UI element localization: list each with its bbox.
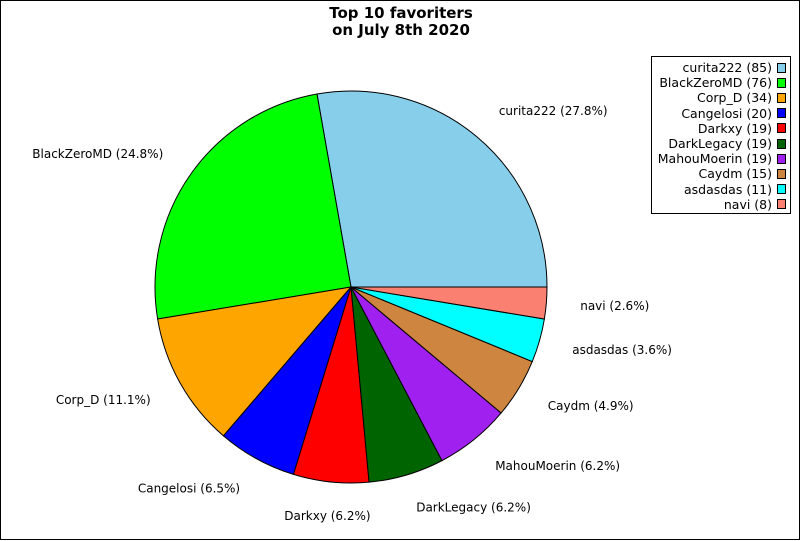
legend: curita222 (85) BlackZeroMD (76) Corp_D (34… bbox=[651, 56, 791, 214]
slice-label-darkxy: Darkxy (6.2%) bbox=[284, 509, 370, 523]
slice-label-cangelosi: Cangelosi (6.5%) bbox=[138, 482, 240, 496]
legend-label: curita222 (85) bbox=[682, 60, 772, 76]
pie-slice-curita222 bbox=[316, 90, 548, 288]
legend-item: asdasdas (11) bbox=[652, 182, 790, 197]
legend-swatch bbox=[777, 199, 786, 210]
legend-swatch bbox=[777, 123, 786, 134]
pie-slice-navi bbox=[350, 286, 548, 320]
legend-swatch bbox=[777, 108, 786, 119]
chart-subtitle: on July 8th 2020 bbox=[332, 21, 470, 39]
slice-label-corp-d: Corp_D (11.1%) bbox=[56, 393, 151, 407]
slice-label-curita222: curita222 (27.8%) bbox=[499, 104, 608, 118]
legend-swatch bbox=[777, 168, 786, 179]
legend-item: Darkxy (19) bbox=[652, 121, 790, 136]
legend-item: curita222 (85) bbox=[652, 60, 790, 75]
legend-swatch bbox=[777, 77, 786, 88]
legend-label: Corp_D (34) bbox=[697, 90, 772, 106]
legend-swatch bbox=[777, 138, 786, 149]
legend-label: MahouMoerin (19) bbox=[657, 151, 772, 167]
legend-label: navi (8) bbox=[723, 196, 772, 212]
legend-label: asdasdas (11) bbox=[683, 181, 772, 197]
slice-label-darklegacy: DarkLegacy (6.2%) bbox=[416, 501, 531, 515]
slice-label-blackzeromd: BlackZeroMD (24.8%) bbox=[32, 147, 163, 161]
legend-swatch bbox=[777, 62, 786, 73]
slice-label-navi: navi (2.6%) bbox=[580, 299, 649, 313]
legend-item: BlackZeroMD (76) bbox=[652, 75, 790, 90]
pie-slice-blackzeromd bbox=[154, 93, 352, 320]
legend-label: DarkLegacy (19) bbox=[668, 136, 772, 152]
slice-label-asdasdas: asdasdas (3.6%) bbox=[572, 343, 672, 357]
legend-item: Caydm (15) bbox=[652, 166, 790, 181]
slice-label-mahoumoerin: MahouMoerin (6.2%) bbox=[495, 459, 620, 473]
legend-label: Caydm (15) bbox=[698, 166, 772, 182]
legend-label: Darkxy (19) bbox=[697, 120, 772, 136]
legend-item: Corp_D (34) bbox=[652, 90, 790, 105]
slice-label-caydm: Caydm (4.9%) bbox=[548, 399, 634, 413]
chart-title: Top 10 favoriters bbox=[329, 4, 473, 22]
chart-title-block: Top 10 favoriters on July 8th 2020 bbox=[1, 5, 800, 39]
legend-item: DarkLegacy (19) bbox=[652, 136, 790, 151]
legend-swatch bbox=[777, 92, 786, 103]
legend-item: navi (8) bbox=[652, 197, 790, 212]
legend-item: MahouMoerin (19) bbox=[652, 151, 790, 166]
legend-item: Cangelosi (20) bbox=[652, 106, 790, 121]
legend-label: BlackZeroMD (76) bbox=[659, 75, 772, 91]
legend-label: Cangelosi (20) bbox=[681, 105, 772, 121]
legend-swatch bbox=[777, 153, 786, 164]
pie-slice-corp-d bbox=[157, 286, 353, 437]
legend-swatch bbox=[777, 184, 786, 195]
